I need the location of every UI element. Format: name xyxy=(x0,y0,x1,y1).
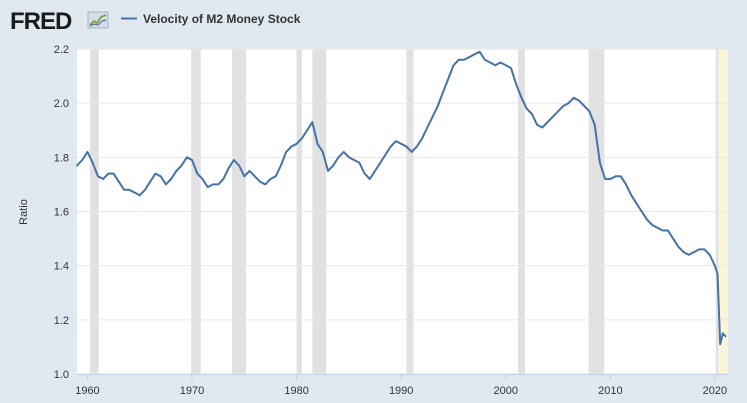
fred-chart-icon xyxy=(87,11,109,29)
y-tick-label: 2.0 xyxy=(54,98,69,110)
x-tick-label: 2020 xyxy=(703,385,727,397)
y-tick-label: 1.4 xyxy=(54,261,69,273)
y-axis: 1.0 1.2 1.4 1.6 1.8 2.0 2.2 xyxy=(54,44,69,381)
legend-label: Velocity of M2 Money Stock xyxy=(143,12,301,26)
y-axis-label: Ratio xyxy=(18,199,30,225)
legend: Velocity of M2 Money Stock xyxy=(121,12,301,26)
y-tick-label: 1.8 xyxy=(54,152,69,164)
x-tick-label: 2010 xyxy=(598,385,622,397)
fred-logo[interactable]: FRED xyxy=(10,8,109,35)
x-tick-label: 1990 xyxy=(389,385,413,397)
x-tick-label: 1960 xyxy=(75,385,99,397)
series-layer xyxy=(76,50,727,346)
x-tick-label: 2000 xyxy=(494,385,518,397)
x-tick-label: 1980 xyxy=(284,385,308,397)
y-tick-label: 2.2 xyxy=(54,44,69,56)
y-tick-label: 1.2 xyxy=(54,315,69,327)
x-axis: 1960 1970 1980 1990 2000 2010 2020 xyxy=(75,374,728,397)
series-line xyxy=(76,50,727,346)
y-tick-label: 1.6 xyxy=(54,207,69,219)
y-tick-label: 1.0 xyxy=(54,369,69,381)
fred-logo-text: FRED xyxy=(10,8,72,35)
x-tick-label: 1970 xyxy=(180,385,204,397)
